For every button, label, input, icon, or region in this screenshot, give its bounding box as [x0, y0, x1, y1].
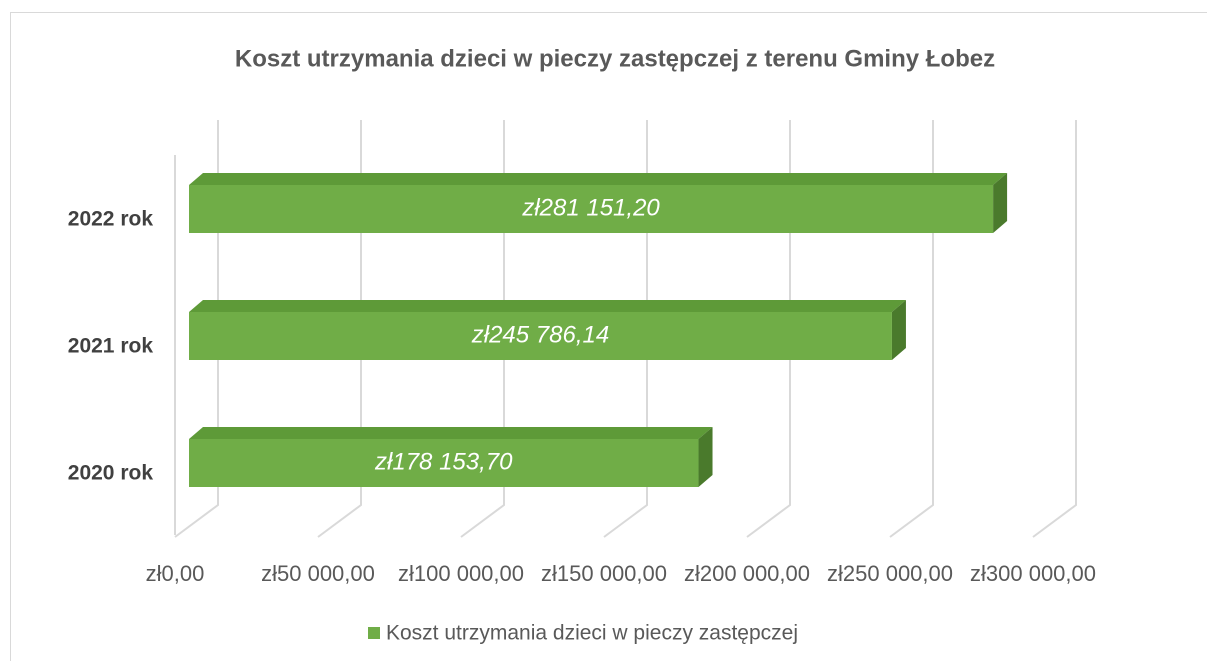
grid-line [460, 120, 505, 538]
x-tick-label: zł150 000,00 [541, 561, 667, 586]
x-tick-label: zł300 000,00 [970, 561, 1096, 586]
chart-title: Koszt utrzymania dzieci w pieczy zastępc… [235, 45, 995, 72]
bar-side [698, 427, 713, 487]
legend-label: Koszt utrzymania dzieci w pieczy zastępc… [386, 622, 798, 645]
x-tick-label: zł0,00 [146, 561, 205, 586]
grid-line [317, 120, 362, 538]
grid-line [1032, 120, 1077, 538]
bar [189, 173, 1008, 233]
grid-line [889, 120, 934, 538]
bar [189, 427, 713, 487]
grid-line [746, 120, 791, 538]
bar-front [189, 439, 699, 487]
legend-swatch [368, 627, 380, 639]
bar-side [891, 300, 906, 360]
bar [189, 300, 906, 360]
bar-front [189, 312, 892, 360]
grid-line [603, 120, 648, 538]
grid-line [174, 120, 219, 538]
x-tick-label: zł100 000,00 [398, 561, 524, 586]
value-label: zł281 151,20 [521, 194, 660, 221]
bar-top [189, 173, 1008, 185]
bar-top [189, 300, 906, 312]
y-tick-label: 2022 rok [68, 208, 154, 231]
value-label: zł245 786,14 [471, 321, 609, 348]
x-tick-label: zł50 000,00 [261, 561, 375, 586]
bar-side [993, 173, 1008, 233]
x-tick-label: zł200 000,00 [684, 561, 810, 586]
bar-front [189, 185, 994, 233]
y-tick-label: 2021 rok [68, 335, 154, 358]
x-tick-label: zł250 000,00 [827, 561, 953, 586]
y-tick-label: 2020 rok [68, 462, 154, 485]
bar-top [189, 427, 713, 439]
value-label: zł178 153,70 [374, 448, 513, 475]
